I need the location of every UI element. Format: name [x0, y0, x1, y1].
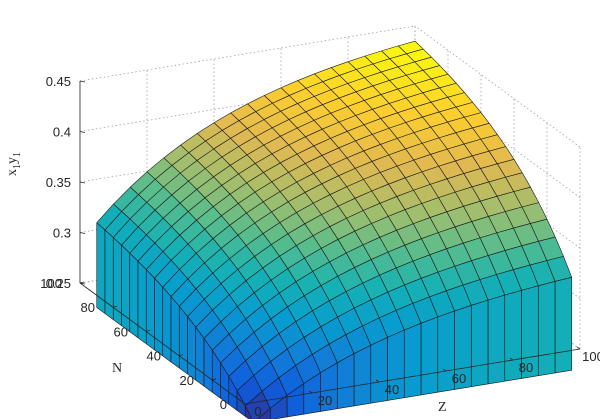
label-layer: Z N x1y1: [5, 152, 447, 415]
surface-edge-patch: [554, 276, 573, 374]
surface-edge-patch: [353, 344, 372, 407]
z-tick: [79, 181, 86, 184]
x-tick-label: 60: [452, 371, 466, 386]
surface-edge-patch: [420, 316, 439, 396]
surface-edge-patch: [170, 296, 180, 369]
z-tick: [79, 282, 86, 285]
x-tick: [241, 401, 246, 405]
y-tick-label: 0: [220, 397, 227, 412]
grid-line: [79, 126, 416, 183]
x-tick-label: 100: [582, 349, 600, 364]
surface-edge-patch: [470, 299, 489, 388]
y-tick-label: 20: [180, 373, 194, 388]
y-tick: [244, 402, 250, 405]
surface-edge-patch: [487, 294, 506, 385]
y-tick-label: 60: [114, 324, 128, 339]
surface-edge-patch: [178, 305, 188, 375]
z-axis-label: x1y1: [5, 152, 23, 176]
z-tick-label: 0.3: [53, 226, 71, 241]
z-tick-label: 0.25: [46, 276, 71, 291]
surface-edge-patch: [154, 277, 164, 357]
x-tick: [442, 368, 447, 372]
y-tick: [211, 378, 217, 381]
surface-edge-patch: [336, 353, 355, 410]
surface-edge-patch: [244, 405, 253, 419]
surface-edge-patch: [537, 281, 556, 377]
surface-edge-patch: [145, 269, 155, 351]
z-tick: [79, 232, 86, 234]
x-tick-label: 0: [254, 404, 261, 419]
axis-layer: 0204060801000204060801000.250.30.350.40.…: [40, 74, 600, 419]
y-tick: [178, 354, 184, 356]
x-tick-label: 80: [519, 360, 533, 375]
x-axis-line: [244, 348, 581, 405]
z-tick-label: 0.35: [46, 175, 71, 190]
x-tick: [308, 390, 313, 394]
y-tick-label: 80: [81, 300, 95, 315]
y-tick: [145, 330, 151, 332]
x-axis-label: Z: [438, 400, 447, 415]
y-axis-label: N: [112, 361, 122, 376]
surface-edge-patch: [162, 286, 172, 363]
x-tick: [509, 357, 514, 361]
surface-edge-patch: [403, 323, 422, 399]
y-tick: [112, 305, 118, 308]
y-tick-label: 40: [147, 349, 161, 364]
z-tick: [79, 80, 86, 83]
surface-edge-patch: [257, 408, 271, 419]
surface-layer: [96, 40, 573, 419]
y-tick-label: 100: [40, 276, 62, 291]
grid-line: [79, 76, 416, 132]
z-tick-label: 0.45: [46, 74, 71, 89]
z-tick: [79, 131, 86, 133]
y-axis-line: [79, 282, 246, 405]
x-tick: [375, 379, 380, 383]
surface-edge-patch: [187, 316, 197, 381]
x-tick-label: 40: [385, 382, 399, 397]
surface-edge-patch: [137, 260, 147, 345]
z-tick-label: 0.4: [53, 125, 71, 140]
x-tick-label: 20: [318, 393, 332, 408]
x-tick: [576, 346, 581, 350]
grid-line: [79, 25, 416, 82]
